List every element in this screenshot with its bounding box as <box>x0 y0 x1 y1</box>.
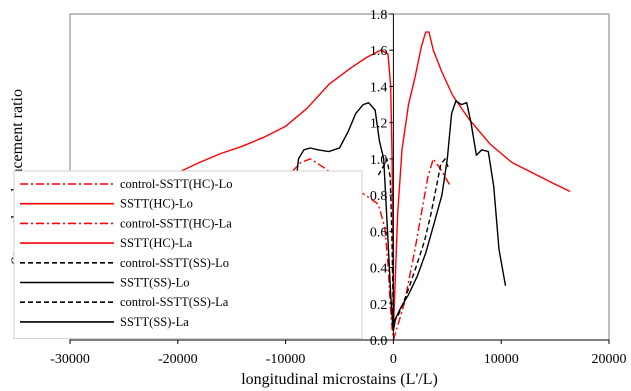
x-tick-label: 20000 <box>592 352 627 367</box>
y-tick-label: 0.0 <box>370 334 388 349</box>
legend-label-5: control-SSTT(SS)-Lo <box>120 256 229 270</box>
y-tick-labels: 0.0 0.2 0.4 0.6 0.8 1.0 1.2 1.4 1.6 1.8 <box>370 8 394 349</box>
y-tick-label: 0.4 <box>370 262 388 277</box>
legend-label-2: SSTT(HC)-Lo <box>120 197 193 211</box>
y-tick-label: 0.2 <box>370 298 388 313</box>
y-tick-label: 1.8 <box>370 8 388 23</box>
legend-label-7: control-SSTT(SS)-La <box>120 295 229 309</box>
y-tick-label: 0.8 <box>370 189 388 204</box>
series-line-5 <box>377 158 395 322</box>
legend-label-8: SSTT(SS)-La <box>120 315 189 329</box>
x-tick-label: -10000 <box>266 352 306 367</box>
legend: control-SSTT(HC)-Lo SSTT(HC)-Lo control-SS… <box>13 170 363 340</box>
legend-label-6: SSTT(SS)-Lo <box>120 276 189 290</box>
y-tick-label: 1.0 <box>370 153 388 168</box>
series-line-6 <box>287 101 395 331</box>
x-tick-label: 0 <box>390 352 397 367</box>
x-axis-title: longitudinal microstains (L'/L) <box>241 371 438 388</box>
y-tick-label: 1.2 <box>370 117 388 132</box>
x-tick-labels: -30000 -20000 -10000 0 10000 20000 <box>50 340 627 367</box>
legend-box <box>13 170 363 340</box>
series-line-1 <box>291 158 395 339</box>
legend-label-4: SSTT(HC)-La <box>120 236 193 250</box>
x-tick-label: -20000 <box>158 352 198 367</box>
legend-label-3: control-SSTT(HC)-La <box>120 216 232 230</box>
legend-items: control-SSTT(HC)-Lo SSTT(HC)-Lo control-SS… <box>20 177 232 329</box>
x-tick-label: 10000 <box>484 352 519 367</box>
y-tick-label: 1.6 <box>370 44 388 59</box>
series-line-3 <box>392 158 452 341</box>
series-line-7 <box>392 158 450 323</box>
y-tick-label: 0.6 <box>370 225 388 240</box>
x-tick-label: -30000 <box>50 352 90 367</box>
y-tick-label: 1.4 <box>370 80 388 95</box>
series-line-8 <box>392 100 507 332</box>
series-line-4 <box>392 31 571 331</box>
legend-label-1: control-SSTT(HC)-Lo <box>120 177 232 191</box>
